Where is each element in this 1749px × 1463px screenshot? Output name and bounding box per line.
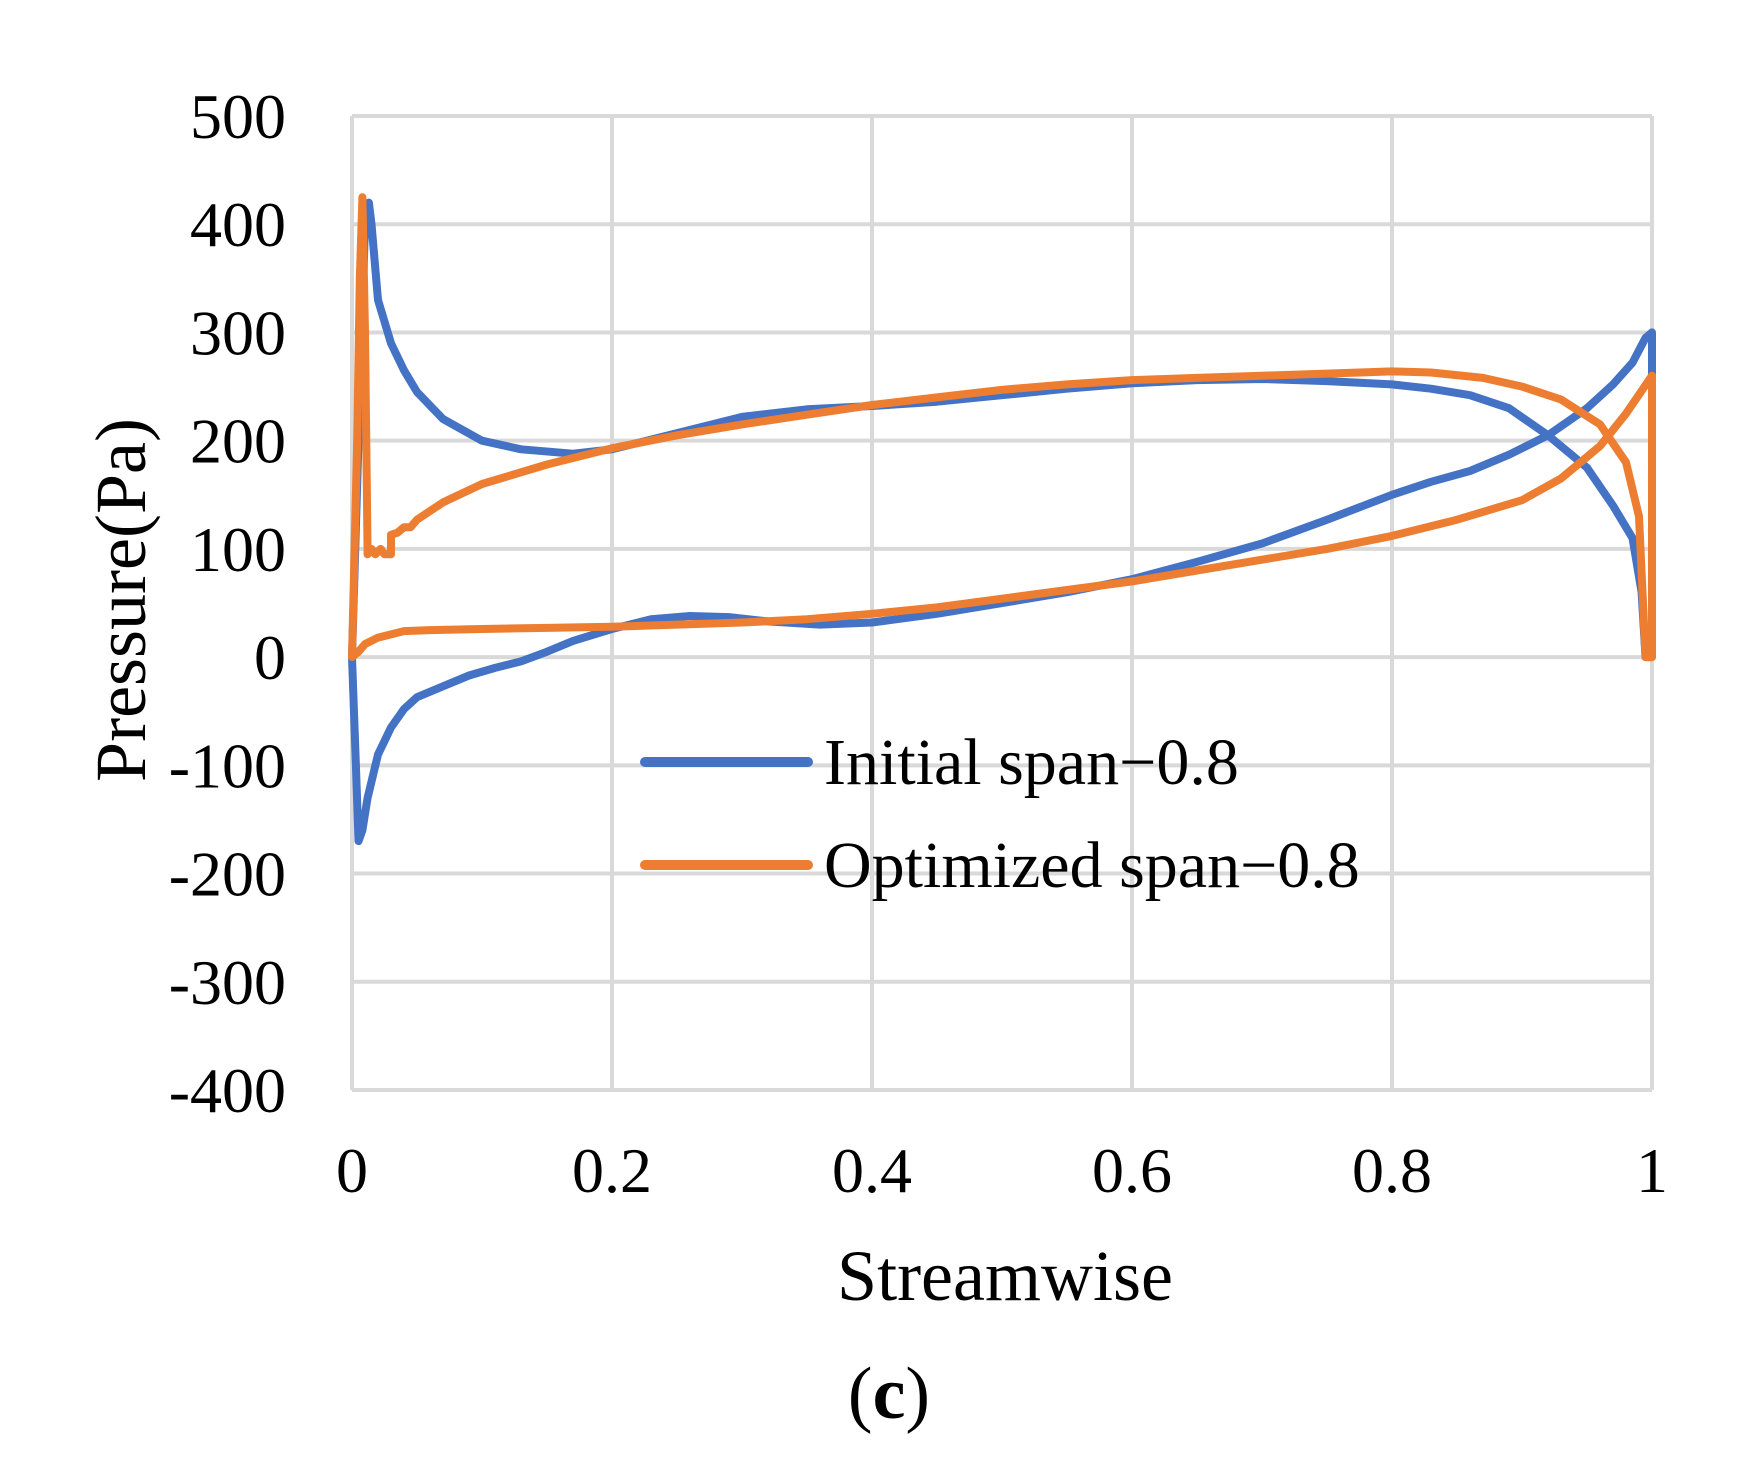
panel-label-letter: c [873, 1353, 906, 1435]
y-tick-label: -300 [169, 947, 286, 1018]
y-tick-label: 100 [190, 514, 286, 585]
panel-label: (c) [848, 1353, 930, 1435]
series-line-optimized [348, 193, 1656, 662]
x-tick-label: 0.8 [1352, 1135, 1432, 1206]
x-tick-label: 0.2 [572, 1135, 652, 1206]
x-tick-labels: 0 0.2 0.4 0.6 0.8 1 [336, 1135, 1668, 1206]
y-tick-label: 300 [190, 297, 286, 368]
series-lines [348, 193, 1656, 846]
grid-lines [350, 114, 1654, 1092]
x-axis-title: Streamwise [837, 1236, 1173, 1316]
legend-label-initial: Initial span−0.8 [824, 726, 1239, 799]
y-tick-label: -100 [169, 730, 286, 801]
y-tick-label: 0 [254, 622, 286, 693]
x-tick-label: 1 [1636, 1135, 1668, 1206]
y-axis-title: Pressure(Pa) [81, 418, 161, 782]
y-tick-label: 200 [190, 406, 286, 477]
panel-label-open: ( [848, 1353, 873, 1435]
y-tick-labels: -400 -300 -200 -100 0 100 200 300 400 500 [169, 81, 286, 1126]
y-tick-label: -400 [169, 1055, 286, 1126]
x-tick-label: 0.4 [832, 1135, 912, 1206]
y-tick-label: 400 [190, 189, 286, 260]
panel-label-close: ) [905, 1353, 930, 1435]
legend: Initial span−0.8 Optimized span−0.8 [640, 726, 1360, 902]
y-tick-label: 500 [190, 81, 286, 152]
y-tick-label: -200 [169, 839, 286, 910]
x-tick-label: 0.6 [1092, 1135, 1172, 1206]
legend-label-optimized: Optimized span−0.8 [824, 829, 1360, 902]
x-tick-label: 0 [336, 1135, 368, 1206]
